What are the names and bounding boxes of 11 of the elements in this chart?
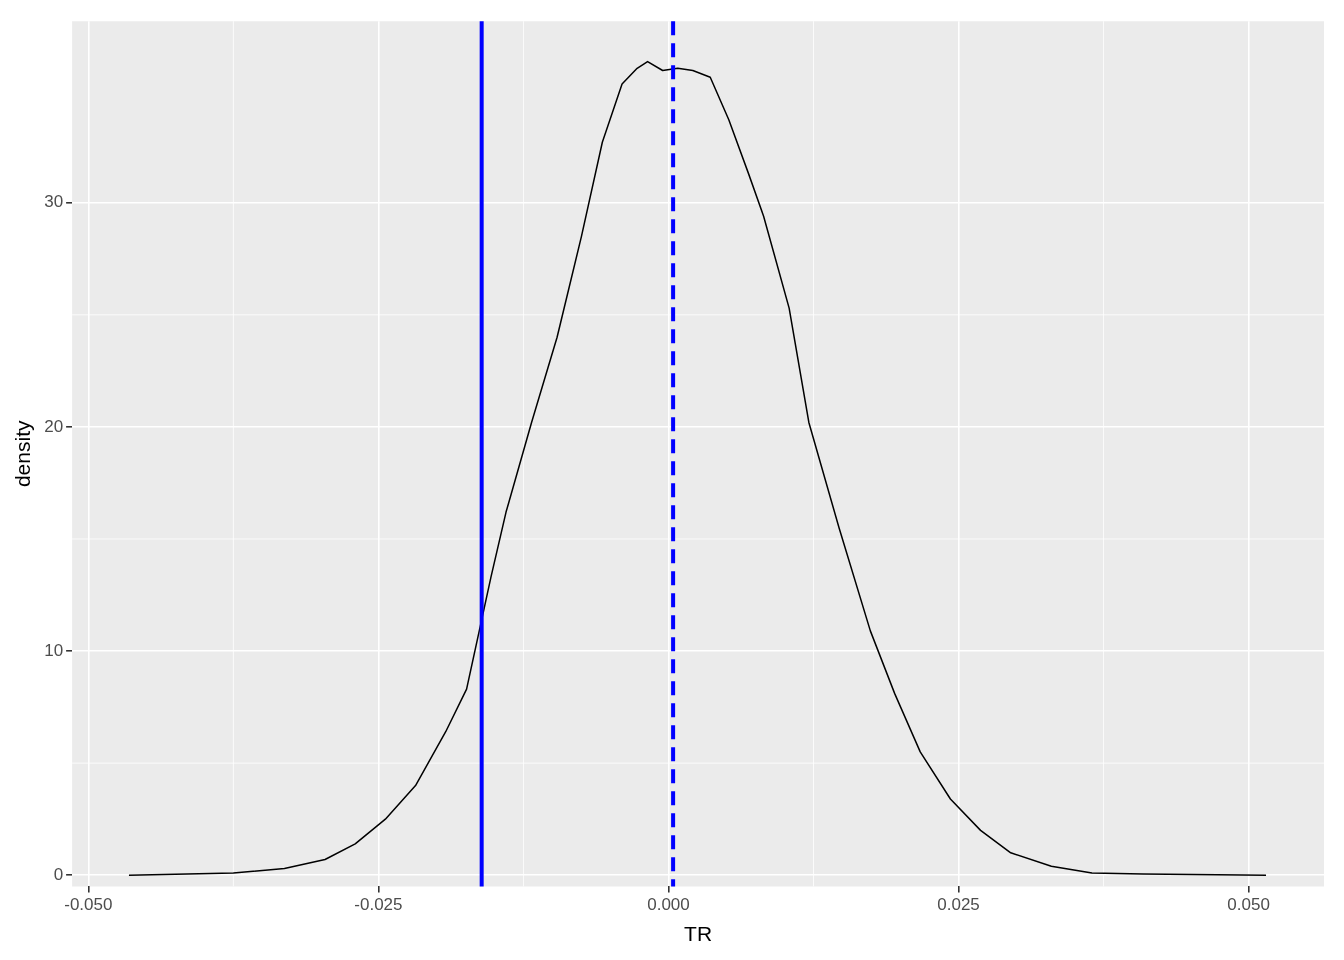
x-tick-label: -0.025 [354, 895, 403, 915]
x-tick-label: 0.000 [647, 895, 690, 915]
x-tick-label: 0.025 [937, 895, 980, 915]
y-tick-label: 20 [44, 416, 64, 436]
x-tick-label: -0.050 [64, 895, 113, 915]
y-tick-label: 10 [44, 640, 64, 660]
y-tick-label: 0 [53, 864, 64, 884]
y-axis-title: density [11, 420, 35, 488]
x-axis-title: TR [684, 922, 713, 946]
y-tick-label: 30 [44, 192, 64, 212]
x-tick-label: 0.050 [1227, 895, 1270, 915]
